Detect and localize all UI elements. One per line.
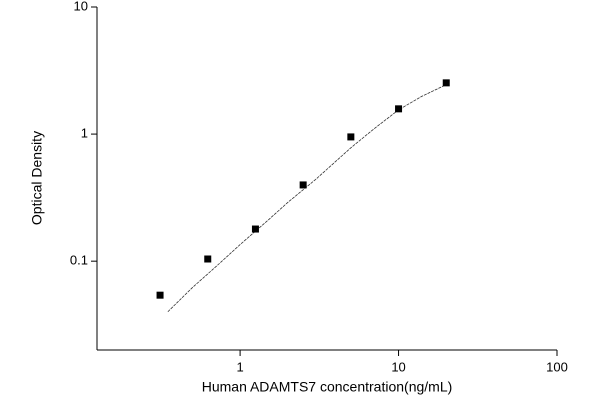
x-tick-label: 1	[236, 359, 243, 374]
x-tick-label: 100	[546, 359, 568, 374]
x-tick-label: 10	[391, 359, 405, 374]
y-tick-label: 10	[74, 0, 88, 13]
data-point	[299, 181, 307, 189]
data-point	[251, 225, 259, 233]
y-tick-label: 0.1	[70, 253, 88, 268]
y-tick-label: 1	[81, 126, 88, 141]
data-point	[395, 105, 403, 113]
fit-curve	[167, 84, 447, 313]
y-axis-label: Optical Density	[29, 131, 45, 225]
data-point	[156, 291, 164, 299]
data-point	[204, 255, 212, 263]
data-point	[442, 79, 450, 87]
data-point	[347, 133, 355, 141]
x-axis-label: Human ADAMTS7 concentration(ng/mL)	[202, 379, 453, 395]
